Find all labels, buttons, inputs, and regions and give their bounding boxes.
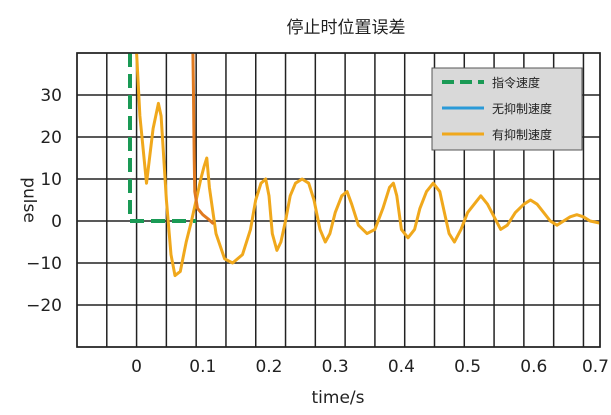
legend-label: 无抑制速度 — [492, 101, 552, 116]
series-line-2 — [135, 53, 600, 278]
x-tick-label: 0.1 — [189, 357, 216, 377]
x-tick-labels: 0 0.1 0.2 0.3 0.4 0.5 0.6 0.7 — [131, 357, 609, 377]
y-tick-labels: −20 −10 0 10 20 30 — [26, 86, 62, 316]
chart-title: 停止时位置误差 — [287, 18, 406, 38]
x-tick-label: 0.3 — [322, 357, 349, 377]
y-tick-label: 10 — [40, 170, 62, 190]
plot-area-border — [76, 52, 601, 348]
series-line-3 — [191, 53, 215, 225]
y-tick-label: −10 — [26, 254, 62, 274]
y-tick-label: 0 — [51, 212, 62, 232]
legend-label: 有抑制速度 — [492, 127, 552, 142]
series-layer — [128, 53, 600, 278]
x-tick-label: 0.5 — [454, 357, 481, 377]
series-line-0 — [128, 53, 197, 223]
y-tick-label: 20 — [40, 128, 62, 148]
x-tick-label: 0.7 — [582, 357, 609, 377]
y-tick-label: −20 — [26, 296, 62, 316]
y-tick-label: 30 — [40, 86, 62, 106]
x-tick-label: 0.6 — [520, 357, 547, 377]
x-axis-label: time/s — [312, 388, 365, 408]
x-tick-label: 0 — [131, 357, 142, 377]
y-axis-label: pulse — [19, 177, 39, 223]
x-tick-label: 0.4 — [388, 357, 415, 377]
legend-label: 指令速度 — [492, 75, 540, 90]
x-tick-label: 0.2 — [255, 357, 282, 377]
